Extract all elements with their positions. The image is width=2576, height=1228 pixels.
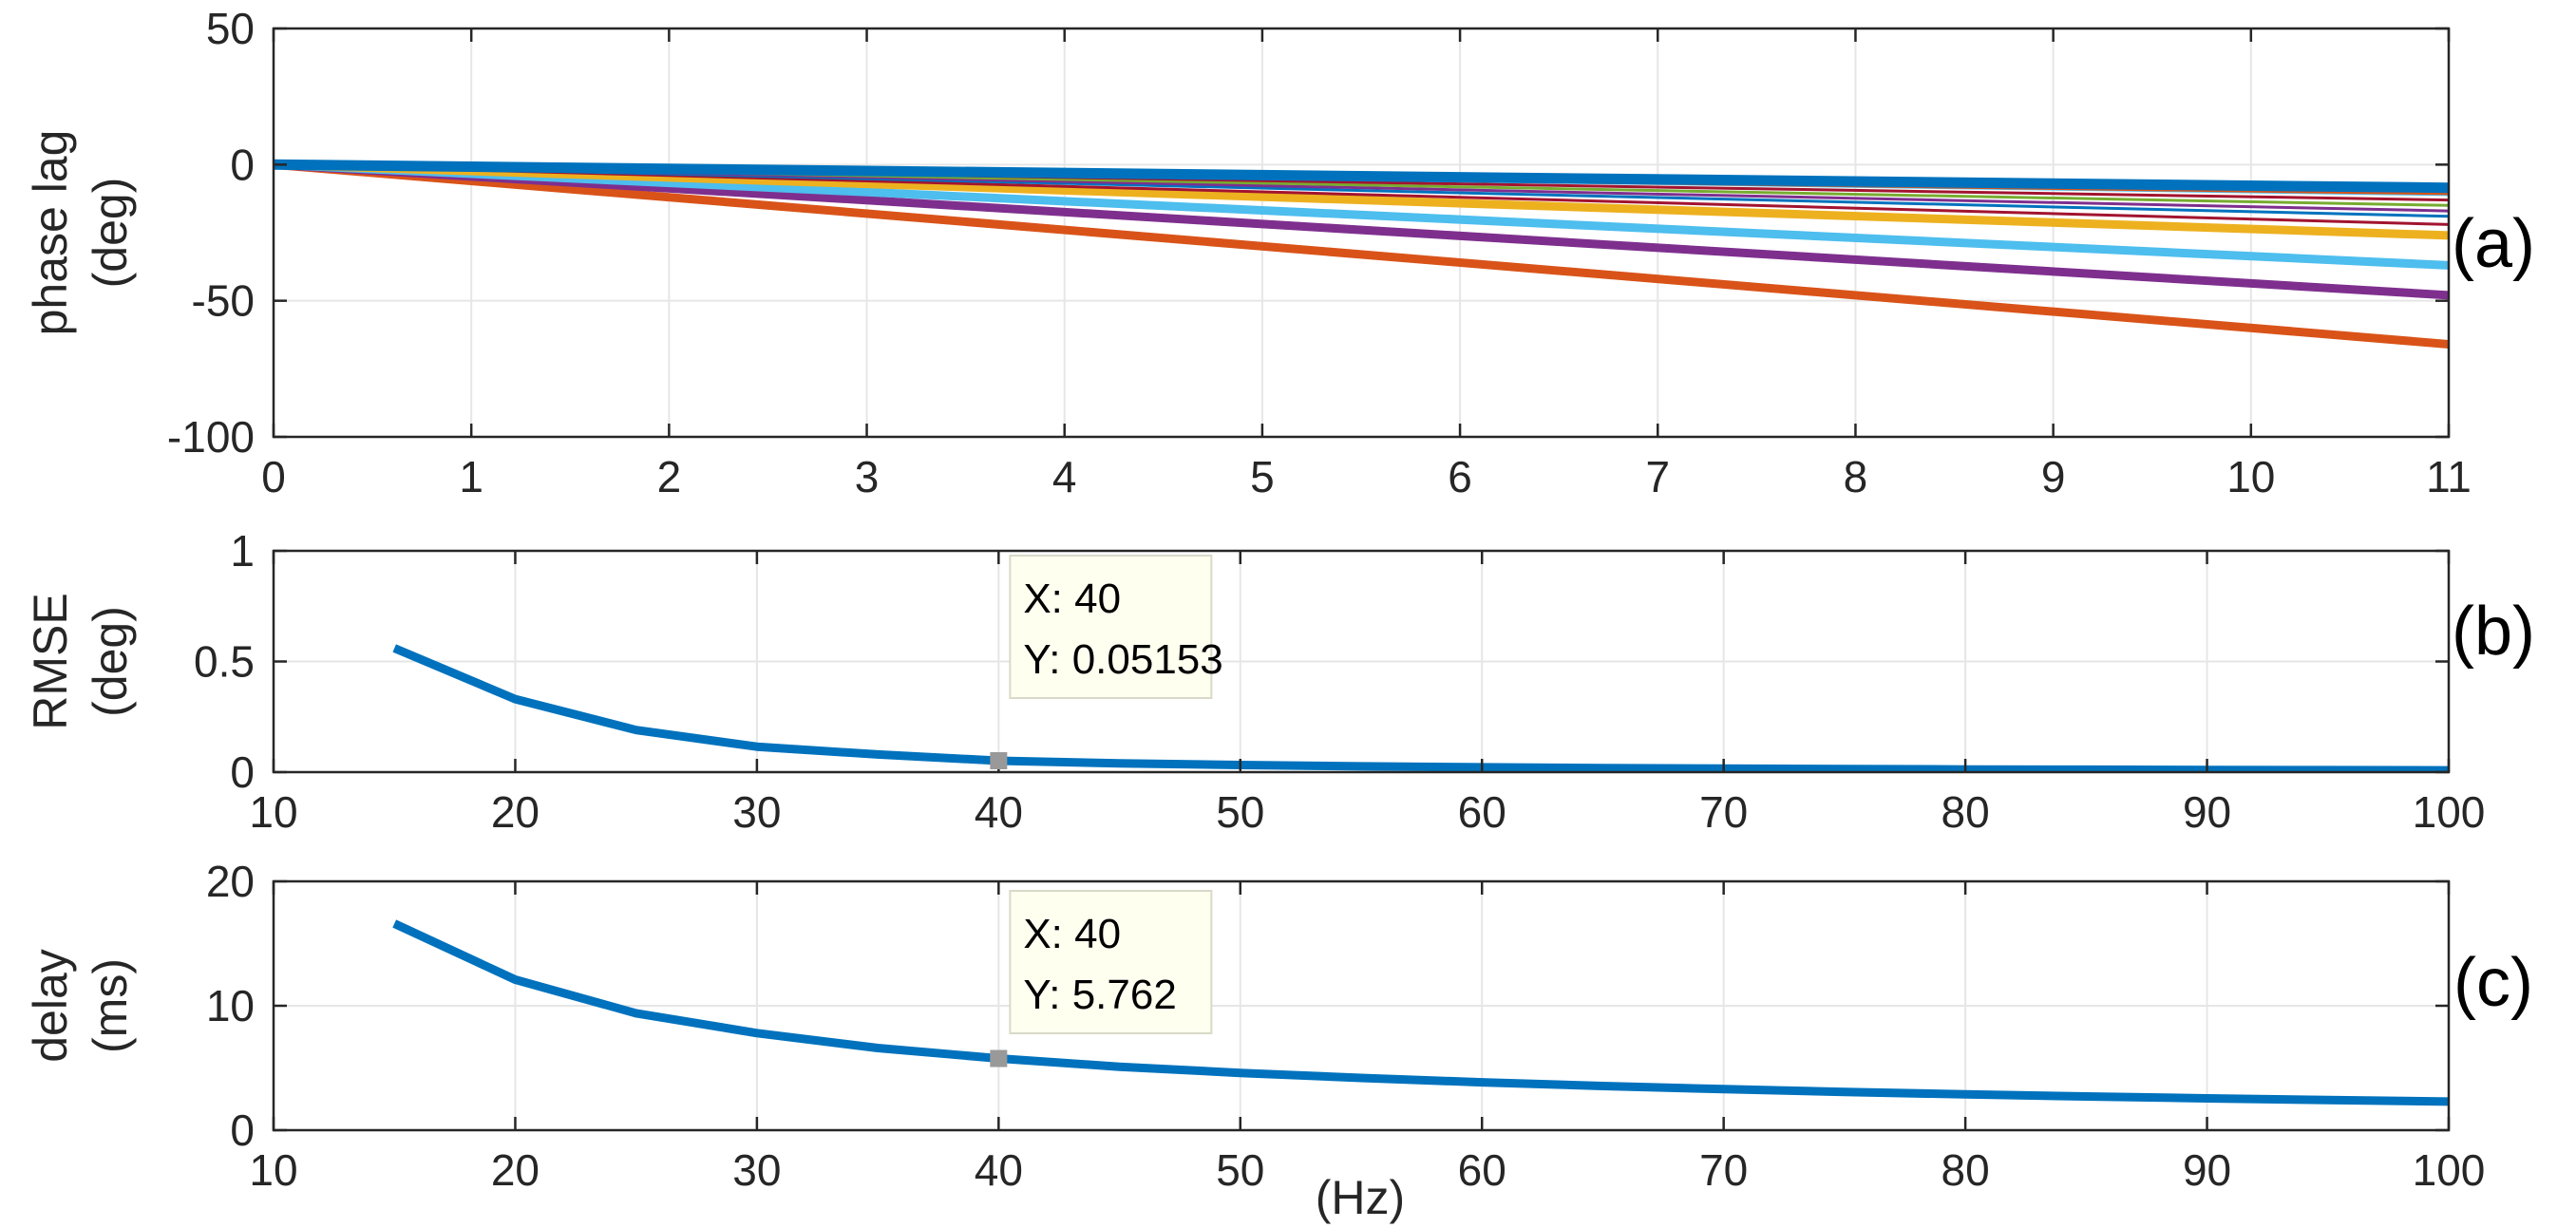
y-tick-label: -100 [167,412,255,462]
x-tick-label: 6 [1448,452,1472,501]
panel-a-phase-lag: 0 1 2 3 4 5 6 7 8 9 10 11 -100 -50 0 50 phase lag (deg) (a… [24,4,2535,501]
x-tick-label: 40 [975,1145,1023,1195]
y-tick-label: 0 [230,747,255,797]
series-line-100-hz [274,159,2449,194]
x-tick-label: 30 [732,787,781,837]
x-tick-label: 50 [1216,1145,1264,1195]
y-tick-label: 20 [206,857,255,906]
datatip-box [1009,555,1213,699]
y-axis-label: RMSE [24,593,77,729]
y-axis-label: delay [24,949,77,1063]
datatip-marker [990,751,1008,769]
x-tick-label: 80 [1941,1145,1990,1195]
x-tick-label: 90 [2183,1145,2231,1195]
y-axis-label: (deg) [84,178,137,289]
x-tick-label: 20 [491,1145,540,1195]
x-tick-label: 10 [249,787,297,837]
x-tick-label: 60 [1458,1145,1506,1195]
datatip-y-text: Y: 0.05153 [1023,636,1222,683]
x-tick-label: 60 [1458,787,1506,837]
y-tick-label: 0 [230,1105,255,1155]
x-axis-label: (Hz) [1316,1171,1405,1224]
x-tick-label: 50 [1216,787,1264,837]
series-line-15-hz [274,160,2449,349]
x-tick-label: 70 [1699,1145,1748,1195]
datatip-x-text: X: 40 [1023,576,1121,622]
x-tick-label: 11 [2426,452,2472,501]
series-line-delay [392,919,2449,1106]
series-line-20-hz [274,160,2449,300]
x-tick-label: 100 [2413,1145,2486,1195]
x-tick-label: 90 [2183,787,2231,837]
x-tick-label: 2 [657,452,682,501]
y-axis-label: phase lag [24,130,77,336]
x-tick-label: 8 [1844,452,1868,501]
y-axis-label: (ms) [84,958,137,1053]
series-line-25-hz [274,160,2449,270]
y-axis-label: (deg) [84,606,137,717]
x-tick-label: 9 [2041,452,2066,501]
x-tick-label: 1 [459,452,483,501]
y-tick-label: 10 [206,981,255,1030]
x-tick-label: 10 [2226,452,2275,501]
x-tick-label: 5 [1250,452,1275,501]
series-group [392,919,2449,1106]
x-tick-label: 20 [491,787,540,837]
panel-label: (c) [2453,945,2533,1021]
series-group [274,159,2449,349]
panel-b-rmse: 10 20 30 40 50 60 70 80 90 100 0 0.5 1 RMSE (deg) (b) X:… [24,526,2535,837]
x-tick-label: 3 [855,452,880,501]
y-tick-label: 0.5 [194,637,255,687]
y-tick-label: -50 [192,276,255,326]
x-tick-label: 80 [1941,787,1990,837]
x-tick-label: 30 [732,1145,781,1195]
panel-label: (b) [2452,594,2535,670]
datatip-box [1009,890,1213,1034]
y-tick-label: 0 [230,140,255,189]
x-tick-label: 100 [2413,787,2486,837]
datatip-y-text: Y: 5.762 [1023,972,1176,1018]
x-tick-label: 70 [1699,787,1748,837]
panel-label: (a) [2452,206,2535,282]
x-tick-label: 0 [261,452,286,501]
datatip-marker [990,1049,1008,1067]
series-line-rmse [392,644,2449,772]
series-group [392,644,2449,772]
y-tick-label: 50 [206,4,255,53]
datatip-x-text: X: 40 [1023,911,1121,957]
series-line-30-hz [274,160,2449,240]
x-tick-label: 7 [1645,452,1670,501]
axes-box [272,27,2451,439]
y-tick-label: 1 [230,526,255,576]
x-tick-label: 4 [1052,452,1077,501]
x-tick-label: 40 [975,787,1023,837]
x-tick-label: 10 [249,1145,297,1195]
